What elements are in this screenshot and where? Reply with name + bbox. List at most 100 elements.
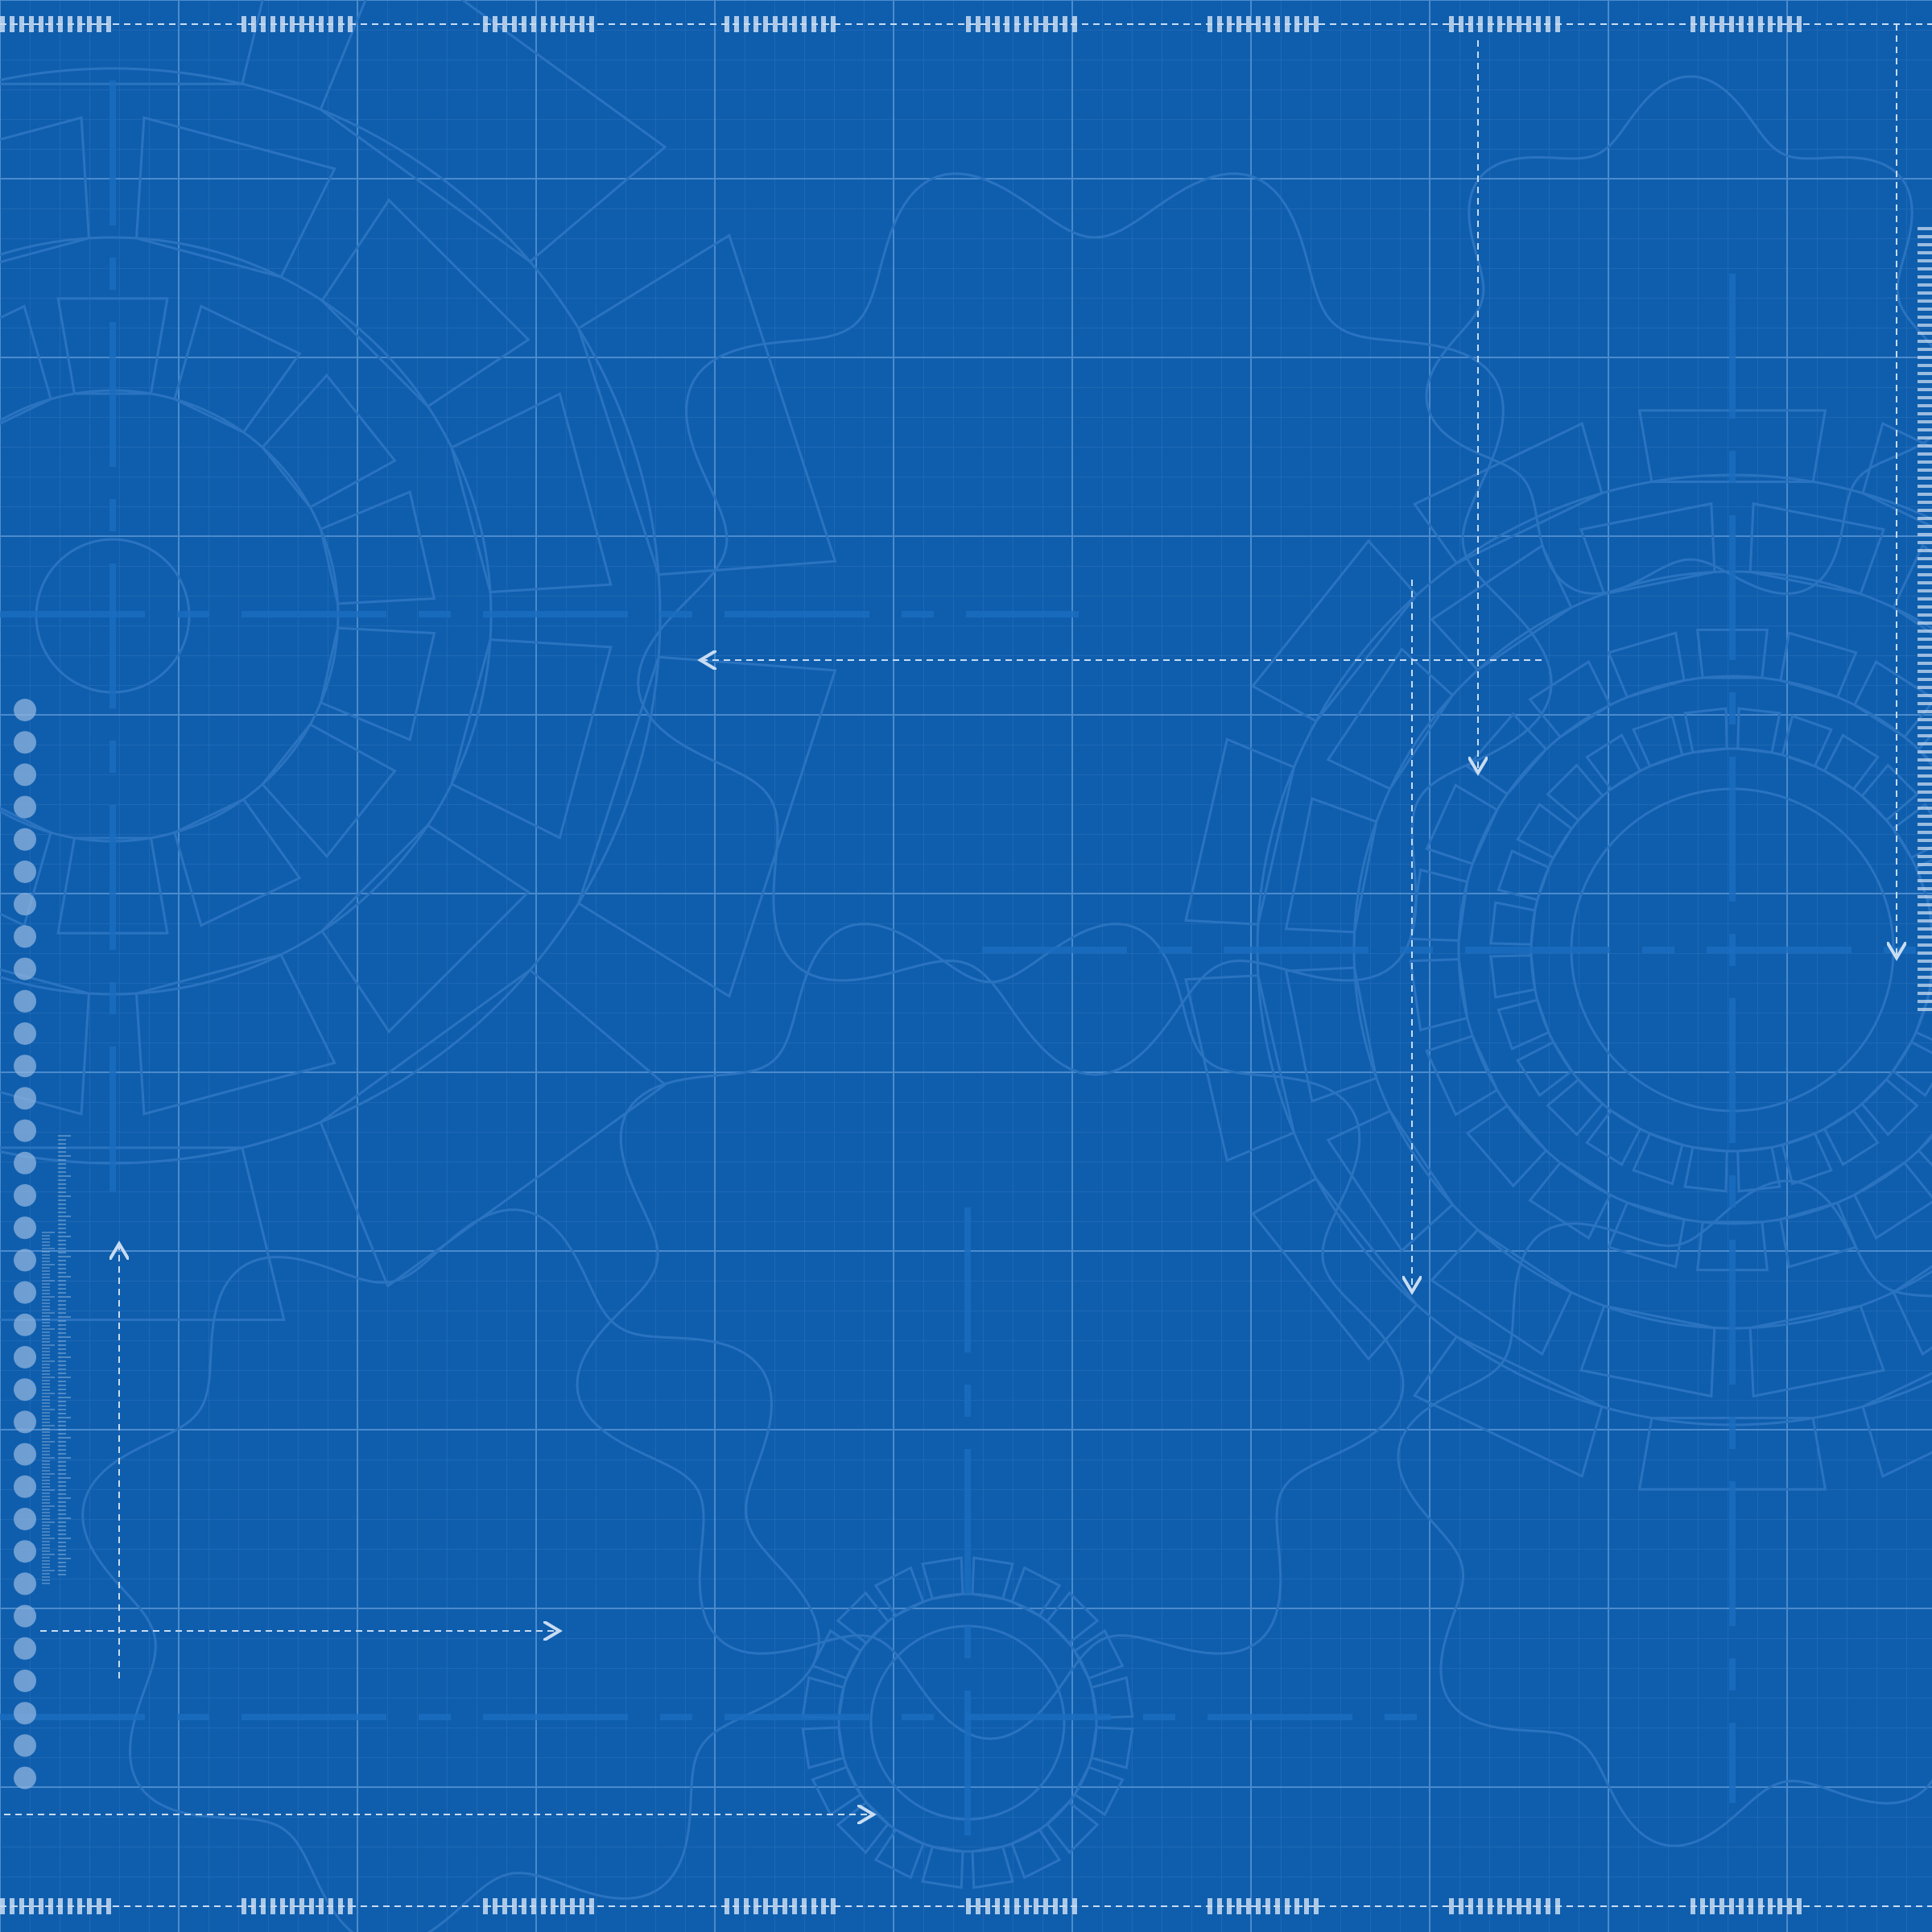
ruler-tick <box>1217 16 1222 32</box>
ruler-tick <box>560 16 565 32</box>
ruler-tick <box>483 16 488 32</box>
ruler-tick <box>58 1497 71 1499</box>
ruler-tick <box>42 1457 55 1459</box>
gear-tooth <box>1632 714 1684 768</box>
ruler-tick <box>29 1898 34 1914</box>
gear-tooth <box>1489 901 1537 946</box>
ruler-tick <box>58 1300 66 1302</box>
ruler-tick <box>42 1447 50 1449</box>
ruler-tick <box>39 1898 43 1914</box>
ruler-tick <box>42 1399 50 1401</box>
gear-tooth <box>1184 974 1296 1162</box>
ruler-tick <box>42 1547 50 1549</box>
ruler-tick <box>58 1481 66 1483</box>
ruler-tick <box>58 1409 66 1410</box>
ruler-tick <box>782 16 787 32</box>
gear-icon <box>1425 75 1932 596</box>
gear-tooth <box>1695 628 1769 679</box>
gear-icon <box>1397 1179 1932 1847</box>
ruler-tick <box>1294 16 1299 32</box>
ruler-tick <box>42 1261 50 1262</box>
ruler-tick <box>570 16 575 32</box>
ruler-tick <box>1918 412 1932 415</box>
ruler-tick <box>1918 348 1932 351</box>
ruler-tick <box>1478 1898 1483 1914</box>
circle-icon <box>14 1249 36 1272</box>
gear-tooth <box>319 490 436 605</box>
circle-icon <box>14 699 36 721</box>
circle-icon <box>14 1055 36 1078</box>
ruler-tick <box>1918 758 1932 762</box>
ruler-tick <box>1739 1898 1744 1914</box>
ruler-tick <box>42 1306 50 1307</box>
ruler-tick <box>42 1573 50 1575</box>
ruler-tick <box>1918 638 1932 641</box>
ruler-tick <box>1918 654 1932 657</box>
ruler-tick <box>42 1470 50 1472</box>
ruler-tick <box>58 1260 66 1261</box>
ruler-tick <box>42 1270 50 1272</box>
gear-tooth <box>1683 1146 1728 1193</box>
gear-tooth <box>1585 733 1642 791</box>
ruler-tick <box>58 1517 71 1519</box>
ruler-tick <box>1918 702 1932 705</box>
ruler-tick <box>58 1538 71 1539</box>
ruler-tick <box>42 1241 50 1243</box>
ruler-tick <box>1507 1898 1512 1914</box>
gear-tooth <box>1861 422 1932 528</box>
ruler-tick <box>1918 992 1932 995</box>
ruler-tick <box>985 1898 990 1914</box>
ruler-tick <box>1918 299 1932 303</box>
ruler-tick <box>42 1380 50 1381</box>
ruler-tick <box>270 1898 275 1914</box>
circle-icon <box>14 861 36 883</box>
gear-icon <box>801 1556 1134 1889</box>
ruler-tick <box>502 1898 507 1914</box>
ruler-tick <box>58 1348 66 1350</box>
ruler-tick <box>42 1576 50 1578</box>
ruler-tick <box>58 1530 66 1531</box>
ruler-tick <box>1719 1898 1724 1914</box>
ruler-tick <box>1043 16 1048 32</box>
gear-tooth <box>1683 707 1728 754</box>
ruler-tick <box>42 1232 55 1233</box>
gear-tooth <box>1860 763 1919 822</box>
ruler-tick <box>1787 1898 1792 1914</box>
ruler-tick <box>58 1397 71 1398</box>
ruler-tick <box>42 1264 55 1265</box>
ruler-tick <box>1918 742 1932 745</box>
ruler-tick <box>1918 428 1932 431</box>
ruler-tick <box>1918 316 1932 319</box>
ruler-tick <box>58 1489 66 1491</box>
ruler-tick <box>58 1143 66 1145</box>
ruler-tick <box>328 1898 333 1914</box>
gear-tooth <box>1489 954 1537 999</box>
ruler-tick <box>1719 16 1724 32</box>
ruler-tick <box>1314 16 1319 32</box>
circle-icon <box>14 1022 36 1045</box>
gear-tooth <box>1010 1566 1062 1618</box>
ruler-tick <box>1227 16 1232 32</box>
gear-tooth <box>1045 1800 1100 1855</box>
wavy-gear-outline <box>1397 1179 1932 1847</box>
ruler-tick <box>58 1477 71 1479</box>
ruler-tick <box>1918 509 1932 512</box>
ruler-tick <box>1918 855 1932 858</box>
circle-icon <box>14 1702 36 1725</box>
gear-tooth <box>1072 1765 1125 1817</box>
ruler-tick <box>77 16 82 32</box>
ruler-tick <box>42 1473 55 1475</box>
ruler-tick <box>1555 1898 1560 1914</box>
ruler-tick <box>42 1280 55 1282</box>
gear-tooth <box>1045 1591 1100 1645</box>
gear-tooth <box>134 116 336 279</box>
ruler-tick <box>1918 340 1932 343</box>
ruler-tick <box>58 1433 66 1435</box>
ruler-tick <box>58 1389 66 1390</box>
circle-icon <box>14 795 36 819</box>
gear-tooth <box>1637 409 1827 484</box>
ruler-tick <box>1918 968 1932 971</box>
ruler-tick <box>58 1324 66 1326</box>
ruler-tick <box>42 1315 50 1317</box>
